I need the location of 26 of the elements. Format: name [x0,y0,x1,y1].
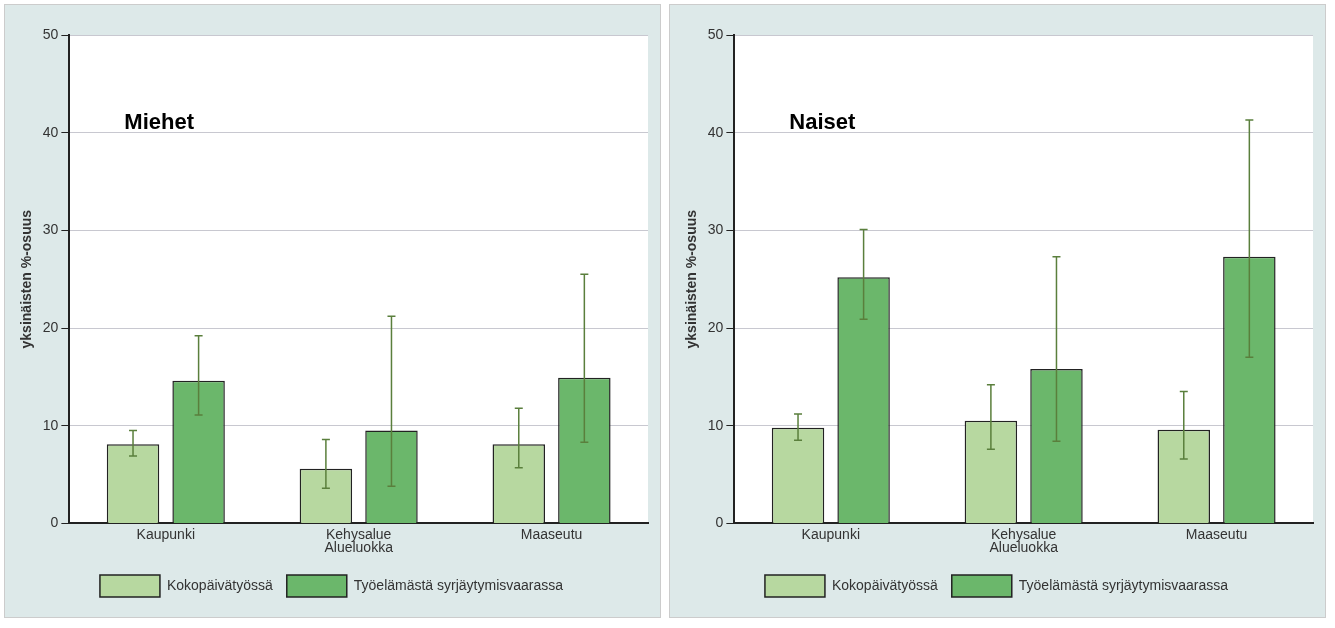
legend-label: Kokopäivätyössä [166,576,273,593]
y-tick-label: 50 [42,25,59,42]
y-axis-title: yksinäisten %-osuus [18,209,35,349]
y-tick-label: 20 [42,318,59,335]
legend-label: Kokopäivätyössä [831,576,938,593]
y-tick-label: 10 [42,416,59,433]
y-tick-label: 0 [715,514,724,531]
x-tick-label: Kaupunki [136,525,196,542]
y-tick-label: 10 [707,416,724,433]
legend-label: Työelämästä syrjäytymisvaarassa [353,576,564,593]
x-tick-label: Kaupunki [801,525,861,542]
x-tick-label: Kehysalue [990,525,1057,542]
y-tick-label: 50 [707,25,724,42]
legend-label: Työelämästä syrjäytymisvaarassa [1018,576,1229,593]
x-tick-label: Kehysalue [325,525,392,542]
text: Miehet [124,108,195,134]
x-tick-label: Maaseutu [520,525,583,542]
y-axis-title: yksinäisten %-osuus [683,209,700,349]
y-tick-label: 30 [707,221,724,238]
y-tick-label: 40 [707,123,724,140]
y-tick-label: 0 [50,514,59,531]
x-tick-label: Maaseutu [1185,525,1248,542]
y-tick-label: 20 [707,318,724,335]
text: Naiset [789,108,857,134]
y-tick-label: 40 [42,123,59,140]
y-tick-label: 30 [42,221,59,238]
